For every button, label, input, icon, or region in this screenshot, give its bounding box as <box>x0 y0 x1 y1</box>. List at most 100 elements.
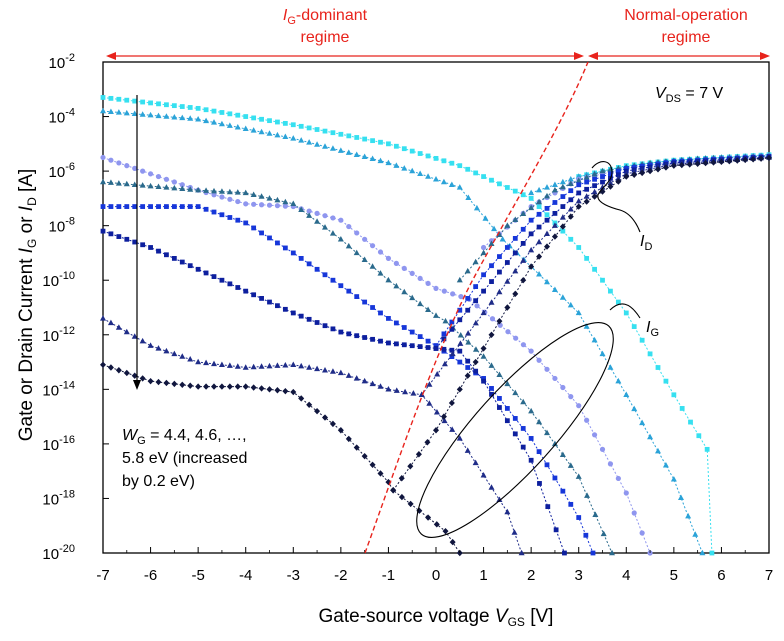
gate-current-point <box>211 360 217 367</box>
gate-current-point <box>520 398 527 405</box>
gate-current-point <box>655 365 661 370</box>
gate-current-point <box>481 378 486 384</box>
gate-current-point <box>441 417 448 424</box>
drain-current-point <box>583 198 590 205</box>
normal-regime-label: Normal-operation <box>624 7 748 24</box>
gate-current-point <box>132 98 138 104</box>
gate-current-point <box>489 386 494 391</box>
gate-current-point <box>345 242 352 249</box>
gate-current-point <box>511 529 518 535</box>
gate-current-point <box>354 230 360 236</box>
gate-current-point <box>354 294 360 299</box>
igdominant-regime-label-2: regime <box>301 29 350 46</box>
gate-current-point <box>677 494 684 500</box>
gate-current-point <box>338 283 344 289</box>
ig-label: IG <box>646 319 659 339</box>
drain-current-point <box>497 254 502 259</box>
gate-current-point <box>171 113 178 120</box>
gate-current-point <box>552 475 558 481</box>
gate-current-point <box>306 139 313 145</box>
gate-current-point <box>282 198 289 205</box>
gate-current-point <box>259 296 264 301</box>
gate-current-point <box>219 110 225 115</box>
gate-current-point <box>433 175 439 182</box>
drain-current-point <box>398 475 405 482</box>
gate-current-point <box>298 137 305 143</box>
x-tick-label: -3 <box>287 567 300 584</box>
gate-current-point <box>662 461 669 468</box>
gate-current-point <box>306 401 313 408</box>
gate-current-point <box>425 306 432 312</box>
wg-annotation-1: WG = 4.4, 4.6, …, <box>122 427 247 447</box>
gate-current-point <box>504 508 511 515</box>
gate-current-point <box>227 111 233 117</box>
drain-current-point <box>608 171 613 177</box>
gate-current-point <box>195 105 201 111</box>
drain-current-point <box>575 177 582 183</box>
gate-current-point <box>426 400 433 406</box>
gate-current-point <box>171 350 178 357</box>
gate-current-point <box>544 429 550 436</box>
gate-current-point <box>314 218 321 224</box>
gate-current-point <box>480 353 487 359</box>
y-tick-label: 10-20 <box>42 543 75 563</box>
gate-current-point <box>377 249 384 255</box>
gate-current-point <box>639 419 646 426</box>
gate-current-point <box>147 377 154 385</box>
gate-current-point <box>155 378 162 386</box>
drain-current-point <box>434 371 441 377</box>
drain-current-point <box>686 161 693 168</box>
gate-current-point <box>600 277 605 283</box>
gate-current-point <box>346 133 352 139</box>
drain-current-point <box>528 204 535 211</box>
gate-current-point <box>473 170 479 176</box>
gate-current-point <box>274 362 281 368</box>
gate-current-point <box>433 312 439 318</box>
gate-current-point <box>362 335 368 340</box>
x-axis-label: Gate-source voltage VGS [V] <box>319 606 554 629</box>
gate-current-point <box>591 336 598 343</box>
gate-current-point <box>688 419 693 425</box>
gate-current-point <box>266 362 273 369</box>
gate-current-point <box>568 236 574 242</box>
drain-current-point <box>726 158 733 165</box>
gate-current-point <box>623 310 629 316</box>
gate-current-point <box>433 408 440 415</box>
drain-current-point <box>615 172 621 178</box>
gate-current-point <box>259 230 264 236</box>
gate-current-point <box>108 231 114 237</box>
gate-current-point <box>243 220 249 226</box>
drain-current-point <box>426 381 433 387</box>
gate-current-point <box>409 167 416 174</box>
gate-current-point <box>131 110 138 117</box>
gate-current-point <box>663 378 669 384</box>
gate-current-point <box>551 286 558 292</box>
gate-current-point <box>562 550 567 556</box>
drain-current-point <box>465 330 472 336</box>
gate-current-point <box>417 344 423 349</box>
gate-current-point <box>370 336 375 342</box>
drain-current-point <box>480 345 487 352</box>
gate-current-point <box>361 153 368 159</box>
drain-current-point <box>600 179 605 185</box>
gate-current-point <box>568 394 574 400</box>
drain-current-point <box>607 179 614 186</box>
drain-current-point <box>407 463 414 470</box>
gate-current-point <box>329 420 336 428</box>
drain-current-point <box>600 174 605 179</box>
y-tick-label: 10-18 <box>42 488 75 508</box>
gate-current-point <box>243 201 249 207</box>
gate-current-point <box>639 337 645 343</box>
series-layer <box>100 95 772 557</box>
wg-annotation-3: by 0.2 eV) <box>122 473 195 490</box>
gate-current-point <box>203 383 210 390</box>
gate-current-point <box>290 388 297 396</box>
gate-current-point <box>338 131 344 137</box>
gate-current-point <box>282 133 289 139</box>
gate-current-point <box>545 504 551 510</box>
gate-current-point <box>171 380 178 388</box>
drain-current-point <box>512 290 519 298</box>
gate-current-point <box>251 115 257 121</box>
gate-current-point <box>590 550 596 556</box>
gate-current-point <box>282 306 288 312</box>
